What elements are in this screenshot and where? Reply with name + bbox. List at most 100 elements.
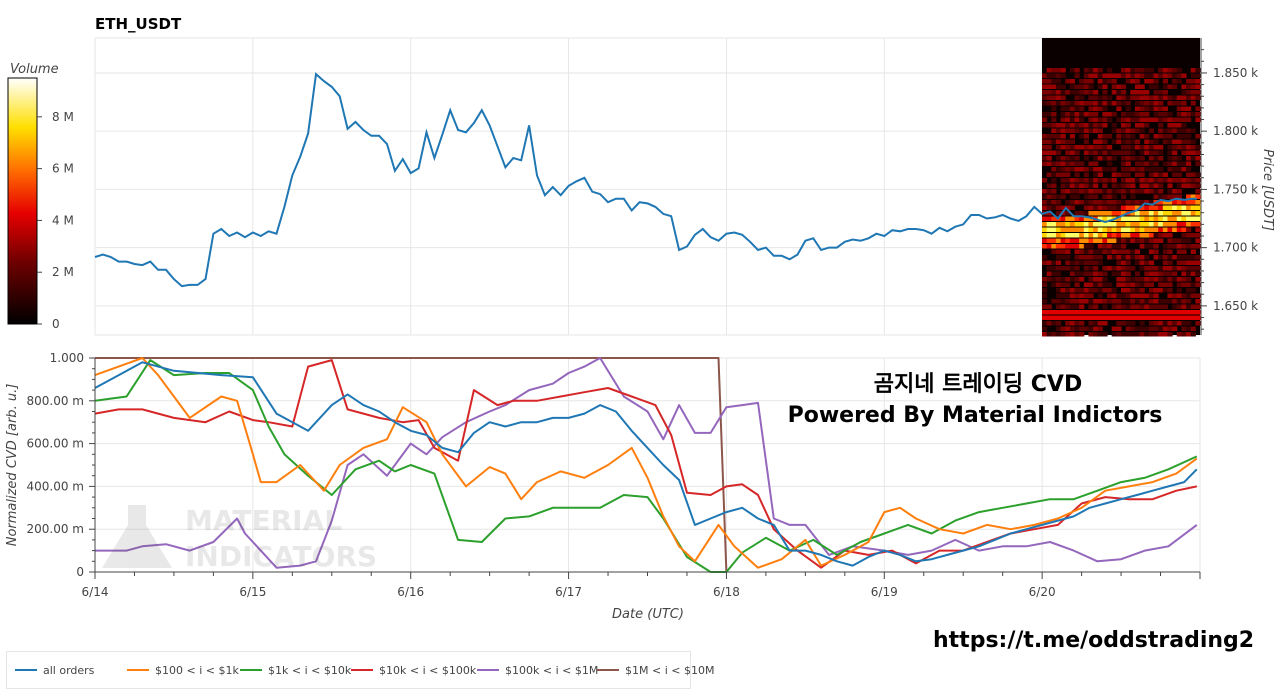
- heatmap-cell: [1139, 244, 1145, 249]
- heatmap-cell: [1158, 233, 1164, 238]
- heatmap-cell: [1069, 167, 1076, 172]
- heatmap-cell: [1074, 178, 1080, 183]
- heatmap-cell: [1051, 84, 1057, 89]
- heatmap-cell: [1074, 145, 1080, 150]
- heatmap-cell: [1195, 227, 1201, 232]
- legend-item[interactable]: $100 < i < $1k: [127, 664, 239, 677]
- cvd-axis-label: Normalized CVD [arb. u.]: [5, 384, 20, 547]
- heatmap-cell: [1065, 101, 1071, 106]
- heatmap-cell: [1074, 299, 1080, 304]
- heatmap-cell: [1158, 282, 1164, 287]
- heatmap-cell: [1102, 95, 1108, 100]
- heatmap-cell: [1186, 299, 1192, 304]
- heatmap-cell: [1083, 227, 1089, 232]
- heatmap-cell: [1181, 101, 1187, 106]
- heatmap-cell: [1148, 260, 1155, 265]
- heatmap-cell: [1186, 227, 1192, 232]
- legend-label: $100k < i < $1M: [505, 664, 599, 677]
- heatmap-cell: [1065, 222, 1071, 227]
- heatmap-cell: [1121, 189, 1127, 194]
- heatmap-cell: [1074, 123, 1080, 128]
- legend-item[interactable]: $1k < i < $10k: [240, 664, 351, 677]
- heatmap-cell: [1176, 266, 1182, 271]
- price-line: [94, 72, 1197, 288]
- heatmap-cell: [1153, 293, 1159, 298]
- heatmap-cell: [1130, 205, 1136, 210]
- heatmap-cell: [1121, 178, 1127, 183]
- heatmap-cell: [1051, 117, 1057, 122]
- heatmap-cell: [1107, 167, 1113, 172]
- heatmap-cell: [1167, 249, 1173, 254]
- heatmap-cell: [1088, 233, 1094, 238]
- heatmap-cell: [1134, 304, 1141, 309]
- heatmap-cell: [1153, 332, 1159, 337]
- price-chart-title: ETH_USDT: [95, 15, 182, 33]
- heatmap-cell: [1074, 112, 1080, 117]
- heatmap-cell: [1162, 315, 1168, 320]
- heatmap-cell: [1088, 112, 1094, 117]
- heatmap-cell: [1181, 134, 1187, 139]
- heatmap-cell: [1134, 238, 1141, 243]
- heatmap-cell: [1065, 326, 1071, 331]
- heatmap-cell: [1130, 233, 1136, 238]
- heatmap-cell: [1116, 134, 1122, 139]
- heatmap-cell: [1181, 178, 1187, 183]
- heatmap-cell: [1158, 211, 1164, 216]
- heatmap-cell: [1107, 156, 1113, 161]
- heatmap-cell: [1172, 244, 1178, 249]
- heatmap-cell: [1051, 310, 1057, 315]
- heatmap-cell: [1083, 128, 1089, 133]
- heatmap-cell: [1176, 255, 1182, 260]
- heatmap-cell: [1111, 84, 1117, 89]
- legend-item[interactable]: $100k < i < $1M: [477, 664, 598, 677]
- heatmap-cell: [1172, 266, 1178, 271]
- heatmap-cell: [1097, 310, 1103, 315]
- legend-item[interactable]: all orders: [15, 664, 94, 677]
- heatmap-cell: [1130, 150, 1136, 155]
- heatmap-cell: [1102, 271, 1108, 276]
- heatmap-cell: [1042, 161, 1048, 166]
- heatmap-cell: [1097, 145, 1103, 150]
- heatmap-cell: [1065, 150, 1071, 155]
- heatmap-cell: [1107, 95, 1113, 100]
- heatmap-cell: [1121, 123, 1127, 128]
- heatmap-cell: [1195, 315, 1201, 320]
- heatmap-cell: [1083, 84, 1089, 89]
- heatmap-cell: [1074, 194, 1080, 199]
- heatmap-cell: [1134, 156, 1141, 161]
- heatmap-cell: [1176, 134, 1182, 139]
- heatmap-cell: [1088, 211, 1094, 216]
- heatmap-cell: [1158, 227, 1164, 232]
- heatmap-cell: [1083, 211, 1089, 216]
- heatmap-cell: [1195, 299, 1201, 304]
- heatmap-cell: [1083, 288, 1089, 293]
- heatmap-cell: [1181, 244, 1187, 249]
- heatmap-cell: [1148, 227, 1155, 232]
- heatmap-cell: [1116, 117, 1122, 122]
- heatmap-cell: [1139, 73, 1145, 78]
- heatmap-cell: [1079, 244, 1085, 249]
- legend-item[interactable]: $10k < i < $100k: [351, 664, 476, 677]
- heatmap-cell: [1148, 315, 1155, 320]
- heatmap-cell: [1125, 266, 1131, 271]
- legend-item[interactable]: $1M < i < $10M: [597, 664, 714, 677]
- heatmap-cell: [1046, 156, 1052, 161]
- heatmap-cell: [1055, 101, 1062, 106]
- heatmap-cell: [1079, 222, 1085, 227]
- heatmap-cell: [1097, 167, 1103, 172]
- heatmap-cell: [1074, 189, 1080, 194]
- heatmap-cell: [1111, 299, 1117, 304]
- heatmap-cell: [1134, 288, 1141, 293]
- telegram-link[interactable]: https://t.me/oddstrading2: [933, 628, 1255, 653]
- heatmap-cell: [1097, 332, 1103, 337]
- heatmap-cell: [1055, 222, 1062, 227]
- heatmap-cell: [1190, 233, 1196, 238]
- heatmap-cell: [1148, 161, 1155, 166]
- heatmap-cell: [1088, 150, 1094, 155]
- legend-label: $10k < i < $100k: [379, 664, 477, 677]
- heatmap-cell: [1069, 304, 1076, 309]
- price-tick-label: 1.750 k: [1213, 182, 1258, 196]
- heatmap-cell: [1055, 205, 1062, 210]
- heatmap-cell: [1088, 299, 1094, 304]
- heatmap-cell: [1097, 189, 1103, 194]
